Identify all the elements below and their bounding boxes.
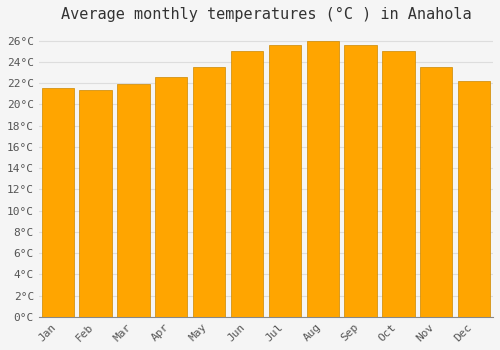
Title: Average monthly temperatures (°C ) in Anahola: Average monthly temperatures (°C ) in An…: [60, 7, 471, 22]
Bar: [269, 45, 301, 317]
Bar: [42, 89, 74, 317]
Bar: [155, 77, 188, 317]
Bar: [80, 90, 112, 317]
Bar: [420, 67, 452, 317]
Bar: [344, 45, 376, 317]
Bar: [193, 67, 225, 317]
Bar: [458, 81, 490, 317]
Bar: [231, 51, 263, 317]
Bar: [118, 84, 150, 317]
Bar: [382, 51, 414, 317]
Bar: [306, 41, 339, 317]
